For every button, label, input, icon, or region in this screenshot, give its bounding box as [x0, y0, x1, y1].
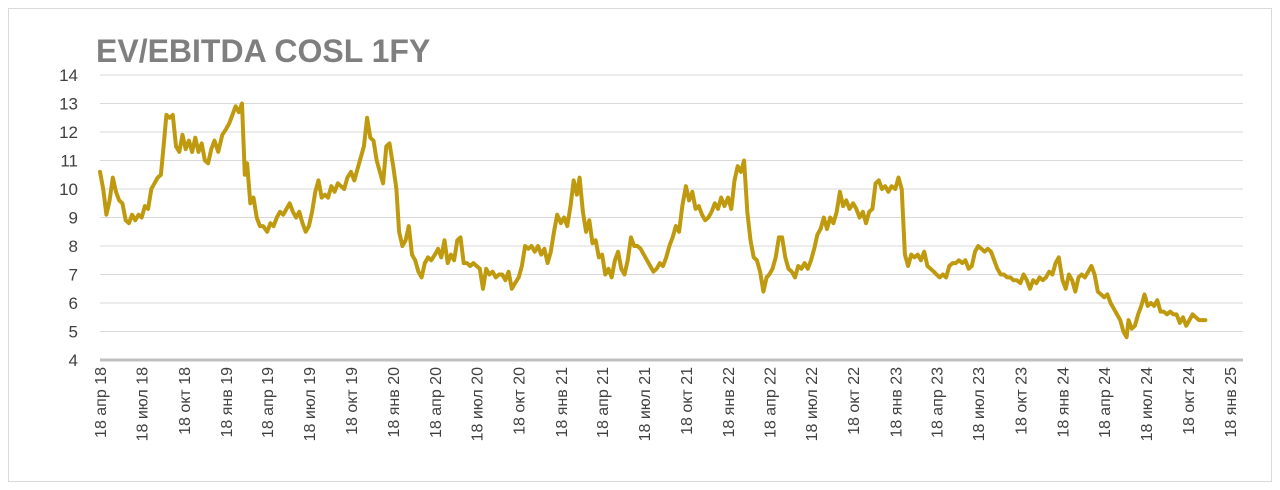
x-tick-label: 18 янв 22: [721, 367, 738, 438]
x-tick-label: 18 янв 20: [386, 367, 403, 438]
x-tick-label: 18 апр 18: [93, 367, 110, 438]
x-tick-label: 18 апр 19: [260, 367, 277, 438]
chart-frame: [8, 8, 1272, 482]
x-tick-label: 18 апр 21: [595, 367, 612, 438]
x-tick-label: 18 янв 25: [1223, 367, 1240, 438]
x-tick-label: 18 окт 19: [344, 367, 361, 435]
y-tick-label: 5: [69, 323, 78, 342]
x-tick-label: 18 апр 24: [1097, 367, 1114, 438]
series-line-0: [98, 101, 1208, 340]
x-tick-label: 18 апр 23: [930, 367, 947, 438]
y-tick-label: 4: [69, 351, 78, 370]
x-axis-tick-labels: 18 апр 18 18 июл 18 18 окт 18 18 янв 19 18 а…: [93, 367, 1240, 442]
y-axis-tick-labels: 4 5 6 7 8 9 10 11 12 13 14: [59, 66, 78, 370]
series-group: [98, 101, 1208, 340]
x-tick-label: 18 июл 23: [971, 367, 988, 442]
chart-title: EV/EBITDA COSL 1FY: [96, 33, 430, 69]
y-tick-label: 13: [59, 95, 78, 114]
x-tick-label: 18 июл 20: [470, 367, 487, 442]
gridlines: [100, 74, 1243, 332]
x-tick-label: 18 янв 21: [554, 367, 571, 438]
y-tick-label: 11: [60, 152, 78, 171]
x-tick-label: 18 июл 19: [302, 367, 319, 442]
x-tick-label: 18 июл 22: [804, 367, 821, 442]
x-tick-label: 18 окт 24: [1181, 367, 1198, 435]
x-tick-label: 18 окт 23: [1013, 367, 1030, 435]
x-tick-label: 18 июл 18: [135, 367, 152, 442]
x-tick-label: 18 окт 20: [512, 367, 529, 435]
x-tick-label: 18 окт 22: [846, 367, 863, 435]
x-tick-label: 18 окт 18: [177, 367, 194, 435]
y-tick-label: 10: [59, 180, 78, 199]
y-tick-label: 14: [59, 66, 78, 85]
y-tick-label: 12: [59, 123, 78, 142]
y-tick-label: 6: [69, 294, 78, 313]
x-tick-label: 18 янв 24: [1056, 367, 1073, 438]
x-tick-label: 18 янв 23: [888, 367, 905, 438]
x-tick-label: 18 янв 19: [219, 367, 236, 438]
x-tick-label: 18 июл 24: [1139, 367, 1156, 442]
y-tick-label: 7: [69, 266, 78, 285]
x-tick-label: 18 апр 22: [762, 367, 779, 438]
y-tick-label: 9: [69, 209, 78, 228]
y-tick-label: 8: [69, 237, 78, 256]
x-tick-label: 18 окт 21: [679, 367, 696, 435]
x-tick-label: 18 апр 20: [428, 367, 445, 438]
x-tick-label: 18 июл 21: [637, 367, 654, 442]
